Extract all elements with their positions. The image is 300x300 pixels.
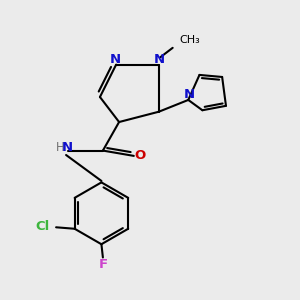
Text: Cl: Cl — [35, 220, 50, 232]
Text: O: O — [135, 149, 146, 162]
Text: H: H — [56, 141, 64, 154]
Text: N: N — [154, 53, 165, 66]
Text: N: N — [62, 141, 73, 154]
Text: F: F — [98, 258, 107, 271]
Text: CH₃: CH₃ — [179, 35, 200, 45]
Text: N: N — [184, 88, 195, 101]
Text: N: N — [110, 53, 121, 66]
